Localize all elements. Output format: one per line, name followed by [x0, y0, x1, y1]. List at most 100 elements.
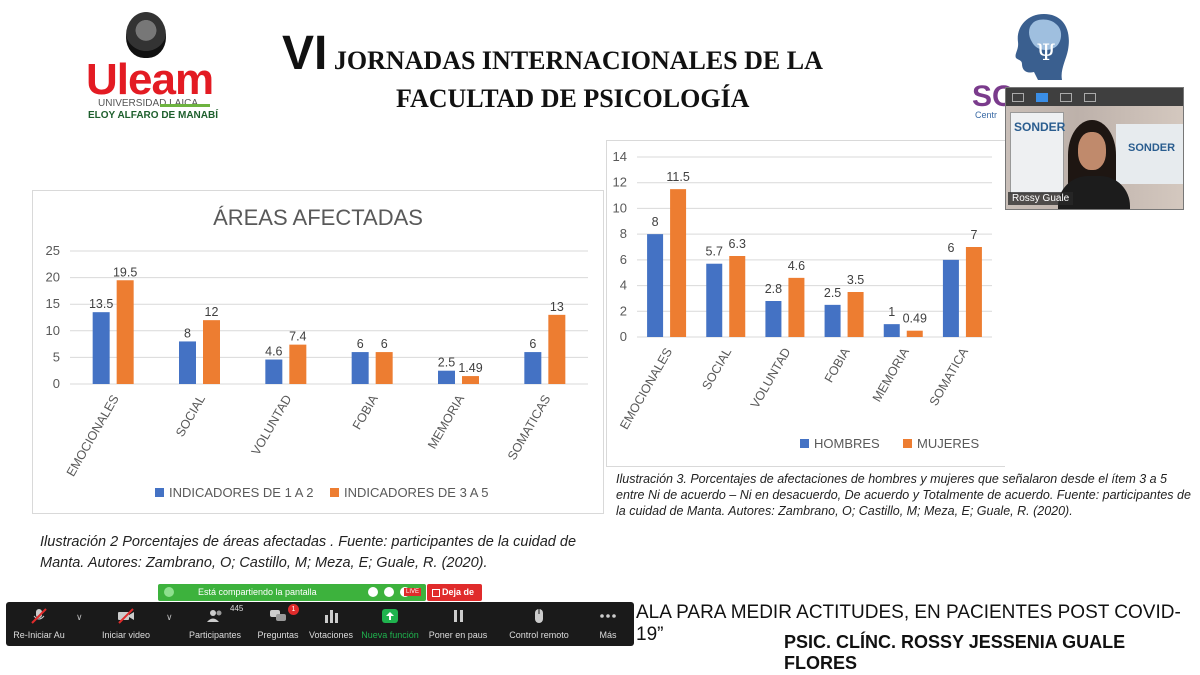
stop-share-label: Deja de: [442, 587, 475, 597]
background-poster-text: SONDER: [1014, 120, 1066, 134]
video-options-chevron-down-icon[interactable]: ∨: [166, 612, 173, 622]
caption-illustration-2: Ilustración 2 Porcentajes de áreas afect…: [40, 534, 577, 571]
y-tick-label: 6: [620, 252, 627, 267]
bar: [847, 292, 864, 337]
uleam-seal-logo: [126, 12, 166, 58]
data-label: 2.5: [824, 286, 841, 300]
psychology-head-logo: Ψ: [1015, 14, 1069, 80]
bar: [351, 352, 369, 384]
category-label: VOLUNTAD: [249, 393, 295, 458]
category-label: FOBIA: [822, 345, 853, 385]
mouse-icon: [535, 609, 543, 623]
legend-swatch: [903, 439, 912, 448]
polling-icon: [325, 610, 338, 623]
data-label: 2.5: [438, 356, 455, 370]
live-badge: LIVE: [404, 588, 422, 596]
share-screen-icon: [382, 609, 398, 623]
y-tick-label: 0: [620, 329, 627, 344]
bar: [265, 359, 283, 384]
polling-label: Votaciones: [308, 630, 354, 640]
legend-label: HOMBRES: [814, 436, 880, 451]
participant-video-tile[interactable]: SONDER SONDER Rossy Guale: [1005, 87, 1184, 210]
q-and-a-icon: [270, 610, 286, 621]
unmute-button[interactable]: Re-Iniciar Au: [6, 602, 72, 646]
category-label: EMOCIONALES: [617, 346, 675, 432]
remote-control-button[interactable]: Control remoto: [502, 602, 576, 646]
cloud-icon[interactable]: [384, 587, 394, 597]
bar: [729, 256, 746, 337]
pause-icon: [454, 610, 463, 622]
category-label: SOMATICAS: [505, 393, 553, 463]
more-button[interactable]: Más: [586, 602, 630, 646]
video-tile-view-controls[interactable]: [1006, 88, 1183, 106]
data-label: 6.3: [729, 237, 746, 251]
participants-icon: [207, 610, 222, 622]
category-label: MEMORIA: [425, 392, 467, 451]
category-label: SOMATICA: [927, 345, 972, 408]
y-tick-label: 25: [46, 243, 60, 258]
bar: [824, 304, 841, 337]
screen-sharing-label: Está compartiendo la pantalla: [198, 587, 317, 597]
background-poster-2: [1116, 124, 1183, 184]
uleam-logo-text: Uleam: [86, 55, 214, 104]
share-status-icon: [164, 587, 174, 597]
y-tick-label: 10: [46, 323, 60, 338]
minimize-icon[interactable]: [1012, 93, 1024, 102]
hombres-mujeres-chart-svg: 0 2 4 6 8 10 12 14 8 11.5 EMOCIONALES 5.7 6.3 SOCIAL 2…: [613, 149, 992, 451]
participants-label: Participantes: [188, 630, 242, 640]
participants-button[interactable]: 445 Participantes: [182, 602, 248, 646]
stop-share-button[interactable]: Deja de: [427, 584, 482, 601]
presenter-name-footer: PSIC. CLÍNC. ROSSY JESSENIA GUALE FLORES: [784, 632, 1126, 673]
category-label: VOLUNTAD: [748, 346, 794, 411]
meeting-toolbar: Re-Iniciar Au ∨ Iniciar video ∨ 445 Part…: [6, 602, 634, 646]
background-poster: [1010, 112, 1064, 194]
background-poster-2-text: SONDER: [1128, 142, 1176, 154]
data-label: 8: [184, 326, 191, 340]
start-video-label: Iniciar video: [101, 630, 151, 640]
screen-sharing-banner[interactable]: Está compartiendo la pantalla: [158, 584, 426, 601]
q-and-a-label: Preguntas: [257, 630, 299, 640]
data-label: 7.4: [289, 330, 306, 344]
bar: [647, 234, 664, 337]
svg-text:Ψ: Ψ: [1036, 41, 1055, 66]
data-label: 2.8: [765, 282, 782, 296]
areas-afectadas-chart: ÁREAS AFECTADAS 0 5 10 15 20 25 13.5 19.5 EMOCION…: [32, 190, 604, 514]
legend-label: MUJERES: [917, 436, 979, 451]
speaker-view-icon[interactable]: [1036, 93, 1048, 102]
y-tick-label: 14: [613, 149, 627, 164]
bar: [375, 352, 393, 384]
participant-count: 445: [230, 604, 244, 613]
slide-title-line-1: VI JORNADAS INTERNACIONALES DE LA: [282, 26, 823, 81]
title-roman-numeral: VI: [282, 27, 328, 80]
pause-share-label: Poner en paus: [428, 630, 488, 640]
hombres-mujeres-chart: 0 2 4 6 8 10 12 14 8 11.5 EMOCIONALES 5.7 6.3 SOCIAL 2…: [606, 140, 1005, 467]
bar: [788, 277, 805, 337]
category-label: SOCIAL: [699, 345, 734, 392]
data-label: 6: [529, 337, 536, 351]
polling-button[interactable]: Votaciones: [306, 602, 356, 646]
start-video-button[interactable]: Iniciar video: [92, 602, 160, 646]
data-label: 1.49: [458, 361, 482, 375]
gallery-view-icon[interactable]: [1084, 93, 1096, 102]
filmstrip-view-icon[interactable]: [1060, 93, 1072, 102]
q-and-a-button[interactable]: 1 Preguntas: [250, 602, 306, 646]
pause-share-button[interactable]: Poner en paus: [426, 602, 490, 646]
data-label: 13.5: [89, 297, 113, 311]
new-share-button[interactable]: Nueva función: [356, 602, 424, 646]
data-label: 0.49: [903, 312, 927, 326]
category-label: FOBIA: [350, 392, 381, 432]
category-label: SOCIAL: [173, 392, 208, 439]
more-label: Más: [599, 630, 617, 640]
bar: [548, 314, 566, 384]
data-label: 12: [205, 305, 219, 319]
bar: [942, 259, 959, 337]
y-tick-label: 15: [46, 296, 60, 311]
bar: [116, 280, 134, 384]
pin-icon[interactable]: [368, 587, 378, 597]
y-tick-label: 4: [620, 278, 627, 293]
y-tick-label: 12: [613, 175, 627, 190]
bar: [524, 352, 542, 384]
audio-options-chevron-down-icon[interactable]: ∨: [76, 612, 83, 622]
data-label: 7: [970, 228, 977, 242]
category-label: EMOCIONALES: [64, 393, 122, 479]
